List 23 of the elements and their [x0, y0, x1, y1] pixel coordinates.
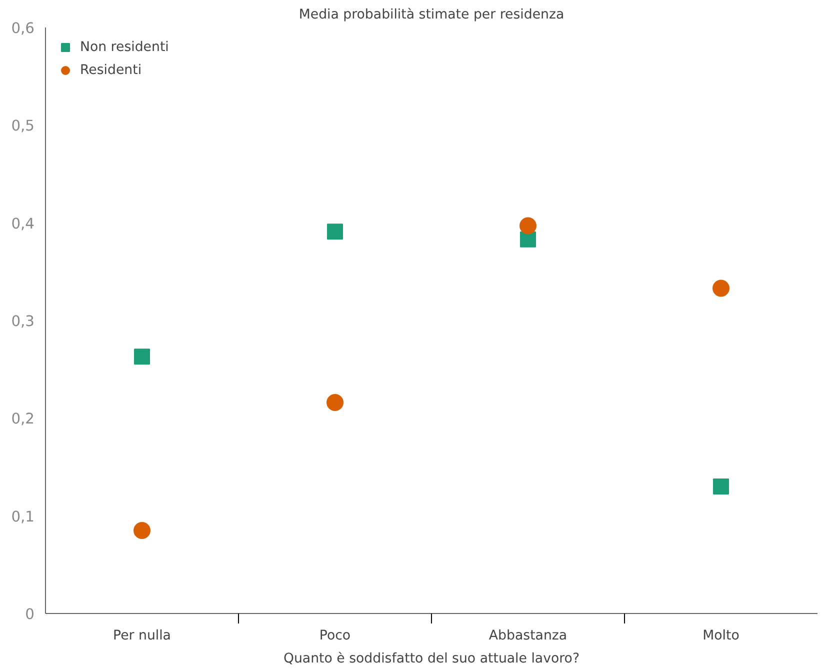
point — [326, 394, 344, 412]
chart-title: Media probabilità stimate per residenza — [298, 8, 564, 22]
y-tick-label: 0,5 — [11, 118, 35, 135]
y-tick-label: 0,4 — [11, 215, 35, 232]
y-tick-label: 0 — [25, 606, 35, 623]
y-tick-label: 0,2 — [11, 410, 35, 428]
point — [712, 280, 730, 297]
legend-label: Non residenti — [80, 40, 169, 54]
point — [713, 478, 729, 495]
y-tick-label: 0,6 — [11, 20, 35, 37]
x-tick-label: Poco — [319, 628, 351, 644]
y-tick-label: 0,1 — [11, 508, 35, 526]
x-axis-title: Quanto è soddisfatto del suo attuale lavoro? — [283, 652, 580, 666]
x-tick-label: Abbastanza — [488, 628, 568, 644]
legend-label: Residenti — [80, 62, 142, 78]
x-tick-label: Molto — [702, 628, 740, 644]
point — [327, 224, 343, 240]
point — [134, 522, 150, 539]
point — [520, 217, 536, 234]
x-tick-label: Per nulla — [113, 628, 171, 644]
y-tick-label: 0,3 — [11, 313, 35, 330]
point — [134, 348, 150, 365]
point — [520, 231, 536, 248]
